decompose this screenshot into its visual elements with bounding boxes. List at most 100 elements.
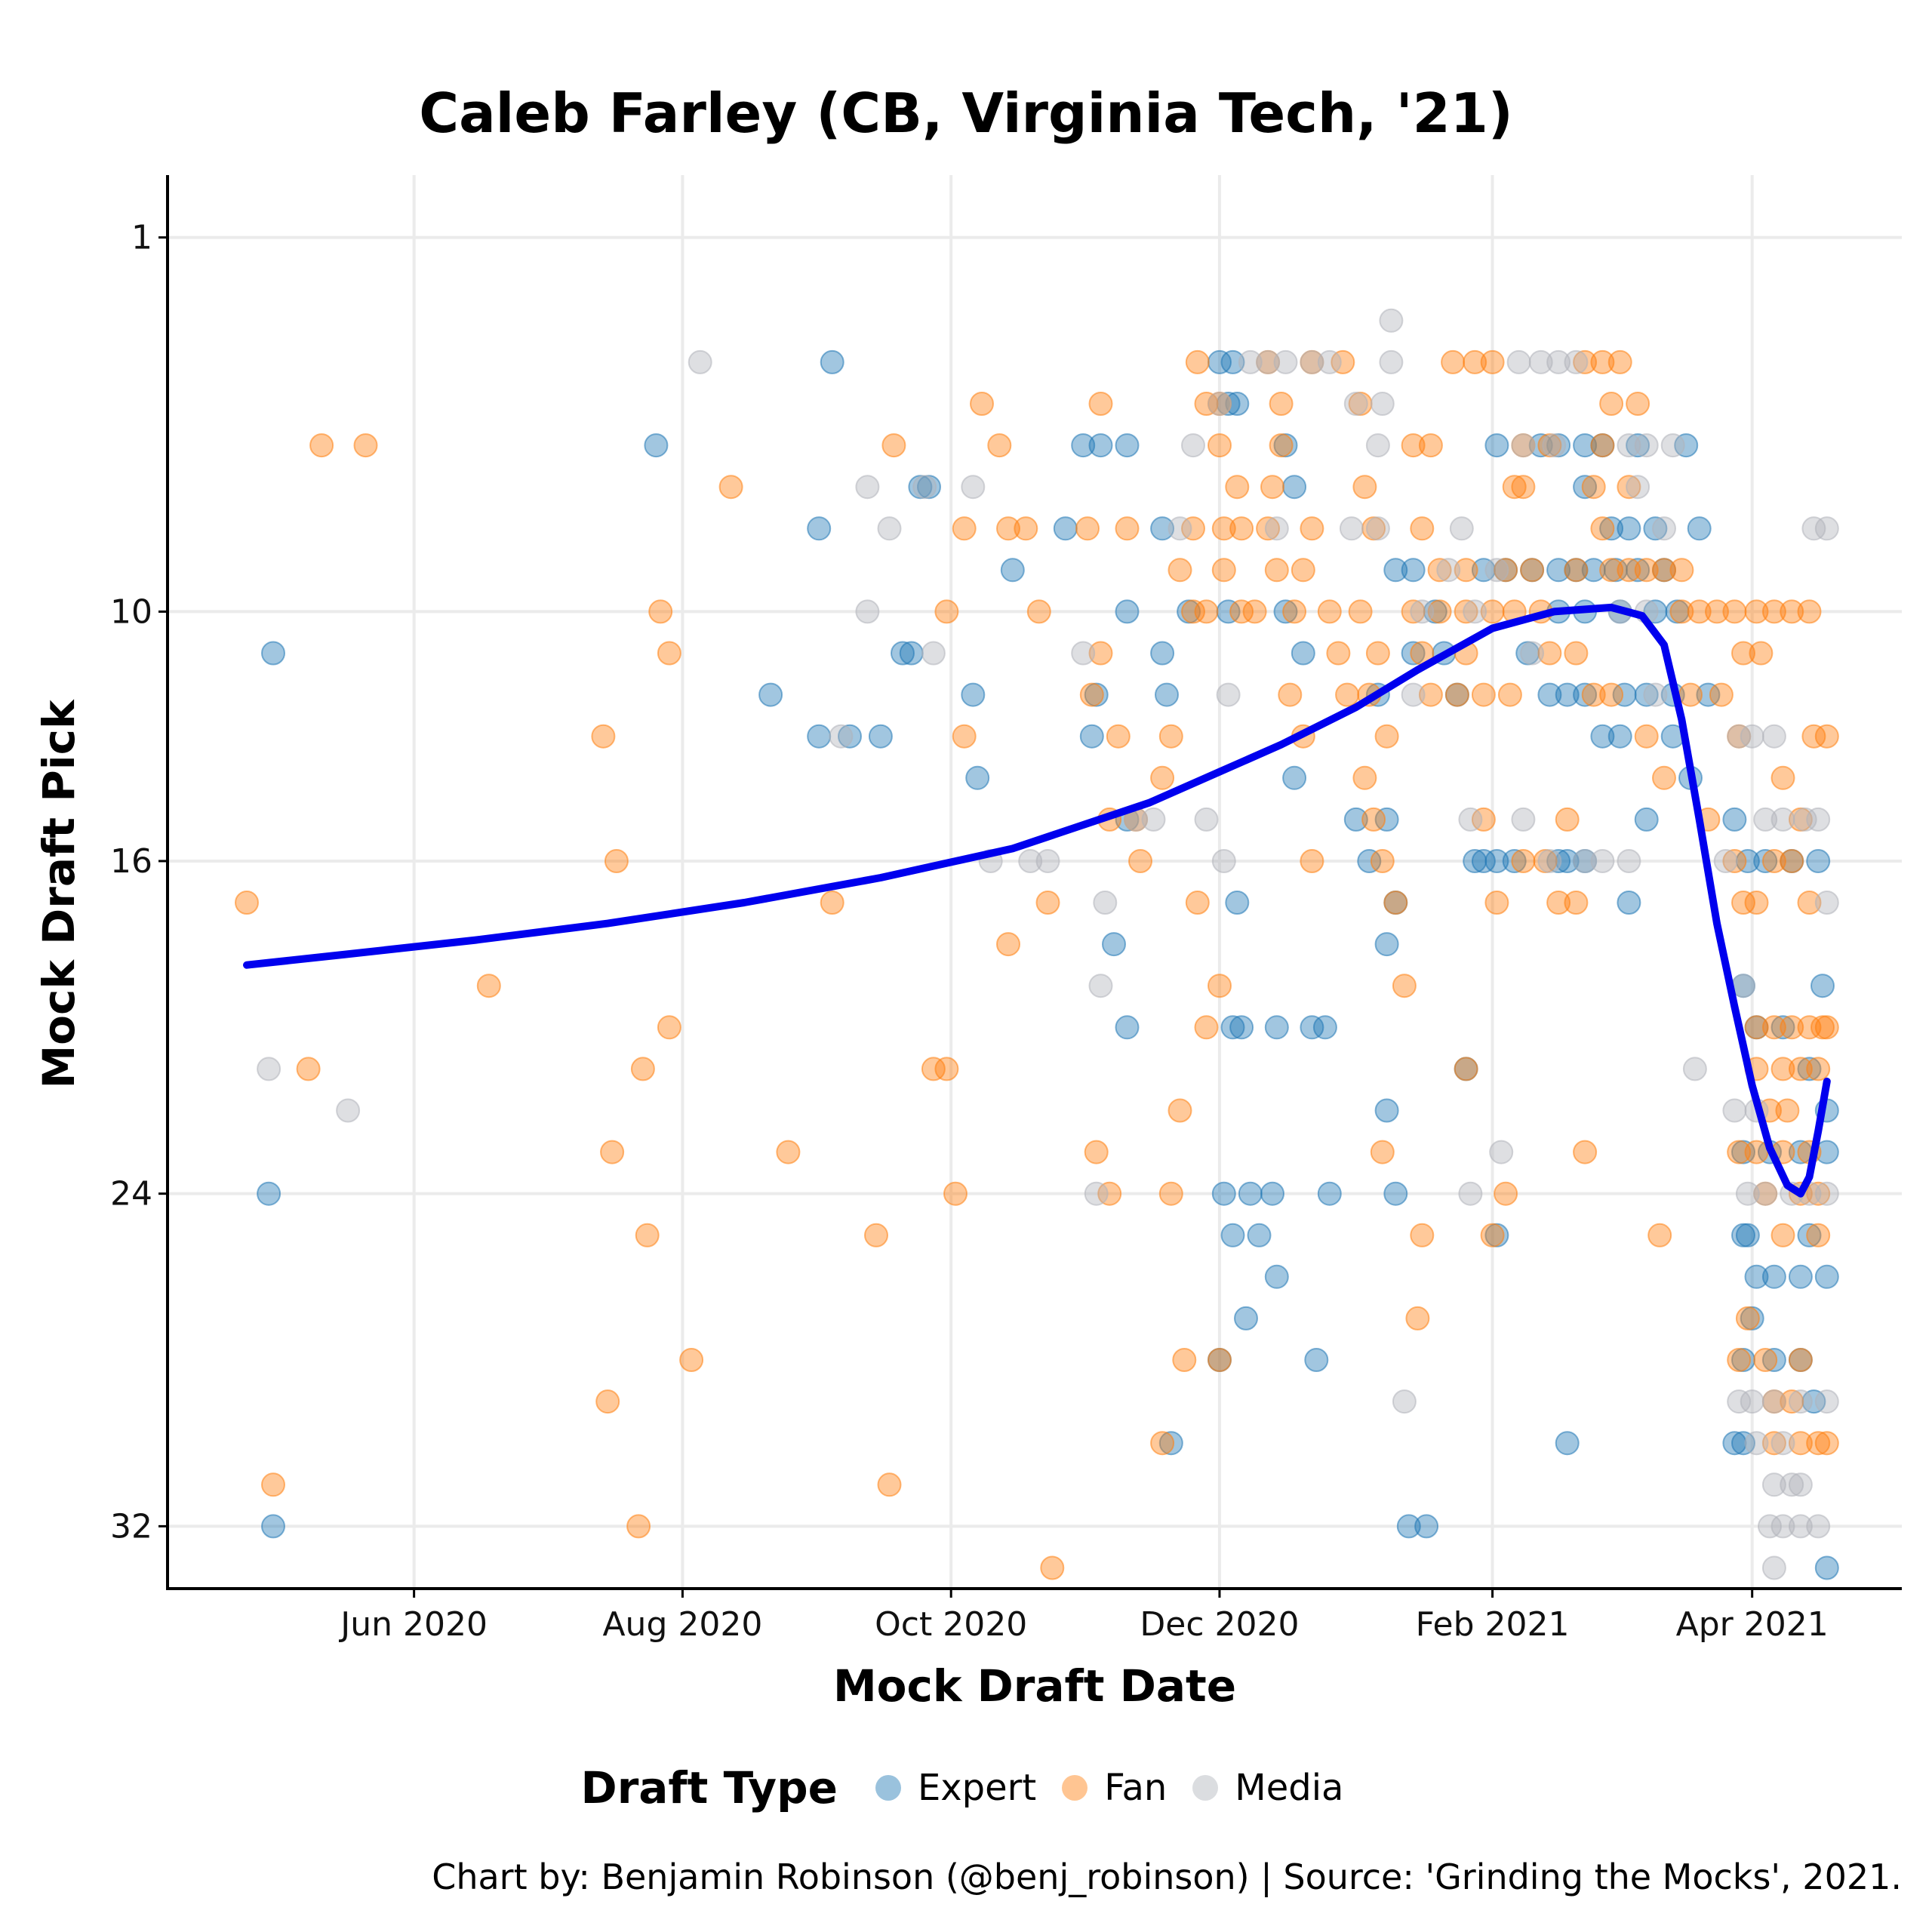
point-fan [635, 1223, 660, 1247]
point-media [912, 475, 937, 500]
point-fan [1511, 475, 1536, 500]
point-media [1740, 1389, 1764, 1414]
point-expert [838, 724, 862, 749]
point-fan [1211, 516, 1236, 541]
point-fan [1590, 349, 1615, 374]
point-media [1761, 1555, 1786, 1580]
point-fan [1797, 891, 1822, 915]
point-fan [1749, 641, 1774, 666]
point-media [1753, 1181, 1778, 1206]
point-expert [1617, 891, 1641, 915]
point-expert [1374, 1098, 1399, 1123]
legend-swatch-media [1192, 1775, 1219, 1801]
point-expert [1357, 849, 1382, 873]
point-fan [1806, 1431, 1831, 1456]
point-media [1365, 516, 1390, 541]
point-media [1273, 349, 1298, 374]
point-media [1181, 433, 1205, 458]
point-fan [1326, 641, 1351, 666]
point-fan [1194, 1015, 1219, 1040]
point-media [1761, 1389, 1786, 1414]
point-fan [1814, 724, 1839, 749]
point-expert [1343, 807, 1368, 832]
y-tick-label: 10 [110, 592, 152, 631]
point-media [1317, 349, 1342, 374]
point-expert [1788, 1264, 1813, 1289]
grid-lines [168, 175, 1902, 1589]
point-expert [965, 765, 990, 790]
point-fan [235, 891, 259, 915]
point-fan [1352, 765, 1377, 790]
point-fan [952, 724, 977, 749]
point-media [1643, 682, 1668, 707]
point-fan [970, 392, 994, 416]
point-fan [1194, 599, 1219, 624]
point-expert [1264, 1264, 1289, 1289]
legend-item-expert: Expert [875, 1767, 1044, 1809]
point-fan [1454, 599, 1478, 624]
legend-swatch-expert [875, 1775, 901, 1801]
point-fan [1185, 349, 1210, 374]
point-fan [1590, 516, 1615, 541]
point-fan [1454, 1057, 1478, 1081]
point-media [1379, 349, 1404, 374]
point-expert [1238, 1181, 1263, 1206]
point-media [1617, 849, 1641, 873]
point-fan [1150, 765, 1175, 790]
point-fan [943, 1181, 968, 1206]
point-fan [1788, 1057, 1813, 1081]
point-expert [1484, 433, 1509, 458]
point-expert [961, 682, 986, 707]
point-expert [1599, 516, 1624, 541]
point-expert [1102, 932, 1126, 957]
point-expert [1761, 1348, 1786, 1372]
chart-caption: Chart by: Benjamin Robinson (@benj_robin… [432, 1857, 1902, 1897]
point-fan [1788, 1348, 1813, 1372]
point-fan [1744, 599, 1769, 624]
point-fan [1106, 724, 1131, 749]
point-fan [1780, 1389, 1804, 1414]
point-media [1652, 516, 1676, 541]
point-fan [1291, 558, 1315, 583]
point-expert [758, 682, 783, 707]
point-expert [1158, 1431, 1183, 1456]
point-fan [1731, 641, 1755, 666]
point-fan [1520, 558, 1545, 583]
point-media [1093, 891, 1118, 915]
point-media [1564, 349, 1589, 374]
point-expert [1260, 1181, 1284, 1206]
point-media [1436, 558, 1461, 583]
trend-line-group [243, 603, 1831, 1198]
point-fan [1744, 1140, 1769, 1164]
point-fan [1617, 558, 1641, 583]
point-media [1806, 807, 1831, 832]
point-media [1211, 849, 1236, 873]
point-expert [1546, 849, 1571, 873]
point-fan [1480, 349, 1505, 374]
point-media [1542, 433, 1567, 458]
point-fan [1581, 682, 1606, 707]
point-expert [1115, 1015, 1140, 1040]
point-fan [1797, 599, 1822, 624]
point-media [1792, 807, 1817, 832]
point-expert [1220, 349, 1245, 374]
point-media [1634, 433, 1659, 458]
point-media [1506, 349, 1531, 374]
point-expert [1374, 932, 1399, 957]
point-fan [1546, 891, 1571, 915]
point-fan [1014, 516, 1038, 541]
point-fan [1150, 1431, 1175, 1456]
point-expert [1220, 1015, 1245, 1040]
point-fan [1731, 891, 1755, 915]
point-media [1343, 392, 1368, 416]
point-fan [1348, 599, 1373, 624]
point-fan [1256, 516, 1281, 541]
point-fan [776, 1140, 801, 1164]
point-media [1761, 1472, 1786, 1497]
point-fan [1401, 599, 1426, 624]
y-axis-label: Mock Draft Pick [33, 700, 85, 1089]
point-media [1084, 1181, 1109, 1206]
point-fan [679, 1348, 704, 1372]
point-fan [1590, 433, 1615, 458]
